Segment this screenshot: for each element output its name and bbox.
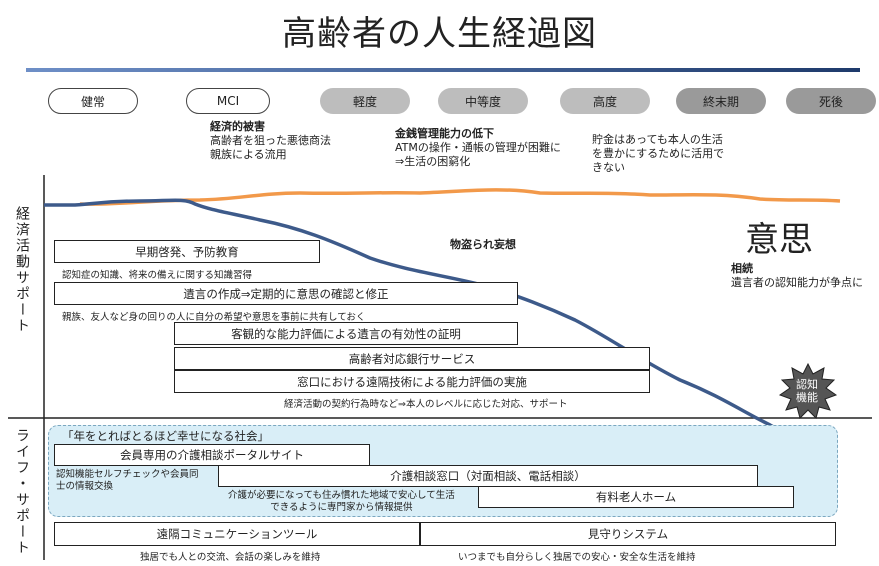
page-title: 高齢者の人生経過図 (282, 14, 597, 54)
life-box-watch-system: 見守りシステム (420, 522, 836, 546)
note-title: 経済的被害 (210, 120, 265, 133)
life-box-sub: いつまでも自分らしく独居での安心・安全な生活を維持 (458, 552, 696, 563)
box-label: 介護相談窓口（対面相談、電話相談） (390, 469, 586, 483)
box-label: 高齢者対応銀行サービス (348, 351, 476, 366)
note-line: ⇒生活の困窮化 (395, 155, 471, 168)
stage-label: 中等度 (464, 94, 501, 109)
stage-label: 死後 (818, 94, 843, 109)
econ-box-sub: 親族、友人など身の回りの人に自分の希望や意思を事前に共有しておく (62, 312, 366, 323)
note-line: を豊かにするために活用で (592, 147, 725, 160)
life-box-remote-communication: 遠隔コミュニケーションツール (54, 522, 420, 546)
note-line: きない (592, 161, 625, 174)
stage-pill-mci: MCI (186, 88, 270, 114)
note-theft-delusion: 物盗られ妄想 (450, 238, 516, 251)
box-label: 早期啓発、予防教育 (135, 244, 239, 259)
econ-box-remote-evaluation: 窓口における遠隔技術による能力評価の実施 (174, 370, 650, 393)
will-curve (79, 188, 841, 206)
box-label: 有料老人ホーム (595, 490, 677, 504)
econ-box-sub: 認知症の知識、将来の備えに関する知識習得 (62, 270, 253, 281)
note-line: ATMの操作・通帳の管理が困難に (395, 141, 561, 154)
stage-pill-mild: 軽度 (320, 88, 410, 114)
life-box-care-counter: 介護相談窓口（対面相談、電話相談） (218, 465, 758, 487)
life-box-nursing-home: 有料老人ホーム (478, 486, 794, 508)
econ-box-sub: 経済活動の契約行為時など⇒本人のレベルに応じた対応、サポート (284, 399, 568, 410)
sub-line: 認知機能セルフチェックや会員同 (56, 469, 199, 480)
badge-line: 認知 (796, 378, 818, 391)
note-line: 貯金はあっても本人の生活 (592, 133, 723, 146)
note-money-management: 金銭管理能力の低下 ATMの操作・通帳の管理が困難に ⇒生活の困窮化 (395, 127, 561, 169)
econ-box-will-creation: 遺言の作成⇒定期的に意思の確認と修正 (54, 282, 518, 305)
note-title: 金銭管理能力の低下 (395, 127, 494, 140)
cognition-badge: 認知 機能 (796, 378, 818, 404)
life-box-sub: 独居でも人との交流、会話の楽しみを維持 (140, 552, 321, 563)
stage-label: 健常 (80, 94, 105, 109)
sub-line: 士の情報交換 (56, 481, 114, 492)
title-underline (26, 68, 860, 72)
stage-pill-severe: 高度 (560, 88, 650, 114)
box-label: 客観的な能力評価による遺言の有効性の証明 (231, 326, 461, 341)
stage-label: 終末期 (702, 94, 739, 109)
badge-line: 機能 (796, 391, 818, 404)
note-title: 相続 (731, 262, 753, 275)
note-line: 親族による流用 (210, 148, 287, 161)
note-line: 高齢者を狙った悪徳商法 (210, 134, 331, 147)
box-label: 会員専用の介護相談ポータルサイト (120, 448, 304, 462)
econ-box-capacity-evaluation: 客観的な能力評価による遺言の有効性の証明 (174, 322, 518, 345)
note-line: 遺言者の認知能力が争点に (731, 276, 863, 289)
box-label: 窓口における遠隔技術による能力評価の実施 (297, 374, 527, 389)
sub-line: 介護が必要になっても住み慣れた地域で安心して生活 (228, 490, 455, 501)
cognition-curve (44, 198, 823, 460)
sub-line: できるように専門家から情報提供 (270, 502, 413, 513)
stage-label: MCI (216, 94, 240, 108)
stage-pill-healthy: 健常 (48, 88, 138, 114)
econ-box-early-education: 早期啓発、予防教育 (54, 240, 320, 263)
stage-pill-after-death: 死後 (786, 88, 876, 114)
stage-label: 高度 (592, 94, 617, 109)
note-economic-damage: 経済的被害 高齢者を狙った悪徳商法 親族による流用 (210, 120, 331, 162)
life-box-sub: 認知機能セルフチェックや会員同 士の情報交換 (56, 469, 199, 493)
stage-pill-moderate: 中等度 (438, 88, 528, 114)
box-label: 見守りシステム (587, 527, 669, 541)
life-box-portal-site: 会員専用の介護相談ポータルサイト (54, 444, 370, 466)
box-label: 遠隔コミュニケーションツール (156, 527, 318, 541)
box-label: 遺言の作成⇒定期的に意思の確認と修正 (183, 286, 389, 301)
note-savings: 貯金はあっても本人の生活 を豊かにするために活用で きない (592, 133, 724, 175)
life-slogan: 「年をとればとるほど幸せになる社会」 (62, 429, 269, 443)
stage-label: 軽度 (352, 94, 377, 109)
axis-label-life: ライフ・サポート (14, 428, 30, 556)
cognition-burst-icon (778, 362, 838, 419)
stage-pill-terminal: 終末期 (676, 88, 766, 114)
will-label: 意思 (745, 220, 813, 260)
life-box-sub: 介護が必要になっても住み慣れた地域で安心して生活 できるように専門家から情報提供 (228, 490, 455, 514)
note-inheritance: 相続 遺言者の認知能力が争点に (731, 262, 863, 290)
econ-box-bank-service: 高齢者対応銀行サービス (174, 347, 650, 370)
axis-label-economic: 経済活動サポート (14, 206, 30, 334)
